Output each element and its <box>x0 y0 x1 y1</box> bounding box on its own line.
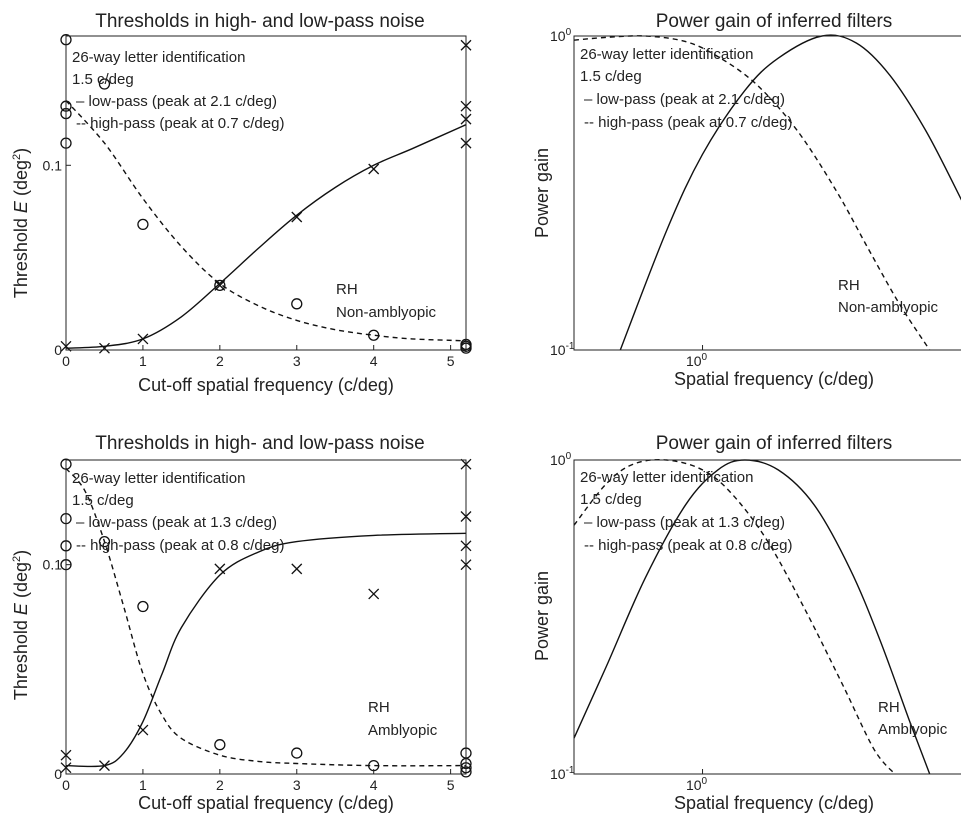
low-pass-data-point <box>99 342 110 354</box>
legend-low-pass: – low-pass (peak at 2.1 c/deg) <box>584 91 785 108</box>
y-tick-label: 100 <box>550 27 572 44</box>
legend-low-pass: – low-pass (peak at 1.3 c/deg) <box>584 514 785 531</box>
observer-condition: Non-amblyopic <box>838 299 939 316</box>
high-pass-curve <box>65 467 467 767</box>
y-axis-label: Threshold E (deg2) <box>11 550 31 700</box>
x-tick-label: 2 <box>216 777 224 793</box>
legend-high-pass: -- high-pass (peak at 0.8 c/deg) <box>584 537 792 554</box>
annotation-line-2: 1.5 c/deg <box>580 491 642 508</box>
x-tick-label: 4 <box>370 353 378 369</box>
low-pass-data-point <box>368 588 380 600</box>
y-tick-label: 0 <box>54 342 62 358</box>
low-pass-data-point <box>368 163 380 175</box>
annotation-line-1: 26-way letter identification <box>72 49 245 66</box>
low-pass-data-point <box>214 279 226 291</box>
observer-condition: Amblyopic <box>878 721 948 738</box>
high-pass-data-point <box>98 535 111 548</box>
observer-initials: RH <box>838 277 860 294</box>
chart-title: Power gain of inferred filters <box>656 433 893 454</box>
y-tick-label: 10-1 <box>550 341 575 358</box>
plot-frame <box>65 35 467 351</box>
legend-low-pass: – low-pass (peak at 1.3 c/deg) <box>76 514 277 531</box>
high-pass-data-point <box>291 747 303 759</box>
high-pass-data-point <box>137 218 149 231</box>
observer-condition: Non-amblyopic <box>336 304 437 321</box>
x-axis-label: Spatial frequency (c/deg) <box>674 369 874 389</box>
low-pass-curve <box>619 34 961 351</box>
annotation-line-2: 1.5 c/deg <box>580 68 642 85</box>
observer-initials: RH <box>336 281 358 298</box>
observer-initials: RH <box>878 699 900 716</box>
low-pass-curve <box>65 124 467 349</box>
low-pass-data-point <box>291 211 303 223</box>
observer-initials: RH <box>368 699 390 716</box>
power-gain-chart-nonamblyopic: Power gain of inferred filters 100 100 10-… <box>532 11 961 389</box>
plot-frame <box>573 459 961 775</box>
legend-high-pass: -- high-pass (peak at 0.8 c/deg) <box>76 537 284 554</box>
x-tick-label: 100 <box>686 352 708 369</box>
high-pass-data-point <box>98 78 111 90</box>
x-tick-label: 0 <box>62 353 70 369</box>
y-tick-label: 10-1 <box>550 765 575 782</box>
plot-frame <box>573 35 961 351</box>
observer-condition: Amblyopic <box>368 722 438 739</box>
x-tick-label: 5 <box>447 353 455 369</box>
power-gain-chart-amblyopic: Power gain of inferred filters 100 100 10-… <box>532 433 961 813</box>
y-tick-label: 0.1 <box>43 557 63 573</box>
x-tick-label: 3 <box>293 353 301 369</box>
high-pass-curve <box>573 458 896 775</box>
x-tick-label: 2 <box>216 353 224 369</box>
low-pass-curve <box>65 532 467 768</box>
low-pass-data-point <box>137 724 149 736</box>
legend-low-pass: – low-pass (peak at 2.1 c/deg) <box>76 93 277 110</box>
chart-title: Thresholds in high- and low-pass noise <box>95 433 425 454</box>
high-pass-data-point <box>137 600 149 613</box>
chart-title: Thresholds in high- and low-pass noise <box>95 11 425 32</box>
high-pass-data-point <box>214 739 226 751</box>
annotation-line-1: 26-way letter identification <box>580 46 753 63</box>
y-tick-label: 0 <box>54 766 62 782</box>
high-pass-data-point <box>214 279 226 292</box>
x-tick-label: 1 <box>139 777 147 793</box>
annotation-line-1: 26-way letter identification <box>580 469 753 486</box>
x-tick-label: 1 <box>139 353 147 369</box>
low-pass-data-point <box>291 563 303 575</box>
x-tick-label: 0 <box>62 777 70 793</box>
annotation-line-2: 1.5 c/deg <box>72 492 134 509</box>
y-axis-label: Power gain <box>532 571 552 661</box>
x-tick-label: 100 <box>686 776 708 793</box>
high-pass-curve <box>65 100 467 342</box>
annotation-line-2: 1.5 c/deg <box>72 71 134 88</box>
x-tick-label: 5 <box>447 777 455 793</box>
x-axis-label: Cut-off spatial frequency (c/deg) <box>138 375 394 395</box>
threshold-chart-nonamblyopic: Thresholds in high- and low-pass noise 0… <box>11 11 472 395</box>
y-axis-label: Threshold E (deg2) <box>11 148 31 298</box>
x-axis-label: Spatial frequency (c/deg) <box>674 793 874 813</box>
high-pass-data-point <box>291 298 303 310</box>
low-pass-curve <box>573 459 931 775</box>
x-axis-label: Cut-off spatial frequency (c/deg) <box>138 793 394 813</box>
y-tick-label: 100 <box>550 451 572 468</box>
y-axis-label: Power gain <box>532 148 552 238</box>
threshold-chart-amblyopic: Thresholds in high- and low-pass noise 0… <box>11 433 472 813</box>
x-tick-label: 4 <box>370 777 378 793</box>
plot-frame <box>65 459 467 775</box>
annotation-line-1: 26-way letter identification <box>72 470 245 487</box>
x-tick-label: 3 <box>293 777 301 793</box>
legend-high-pass: -- high-pass (peak at 0.7 c/deg) <box>76 115 284 132</box>
legend-high-pass: -- high-pass (peak at 0.7 c/deg) <box>584 114 792 131</box>
y-tick-label: 0.1 <box>43 157 63 173</box>
chart-title: Power gain of inferred filters <box>656 11 893 32</box>
